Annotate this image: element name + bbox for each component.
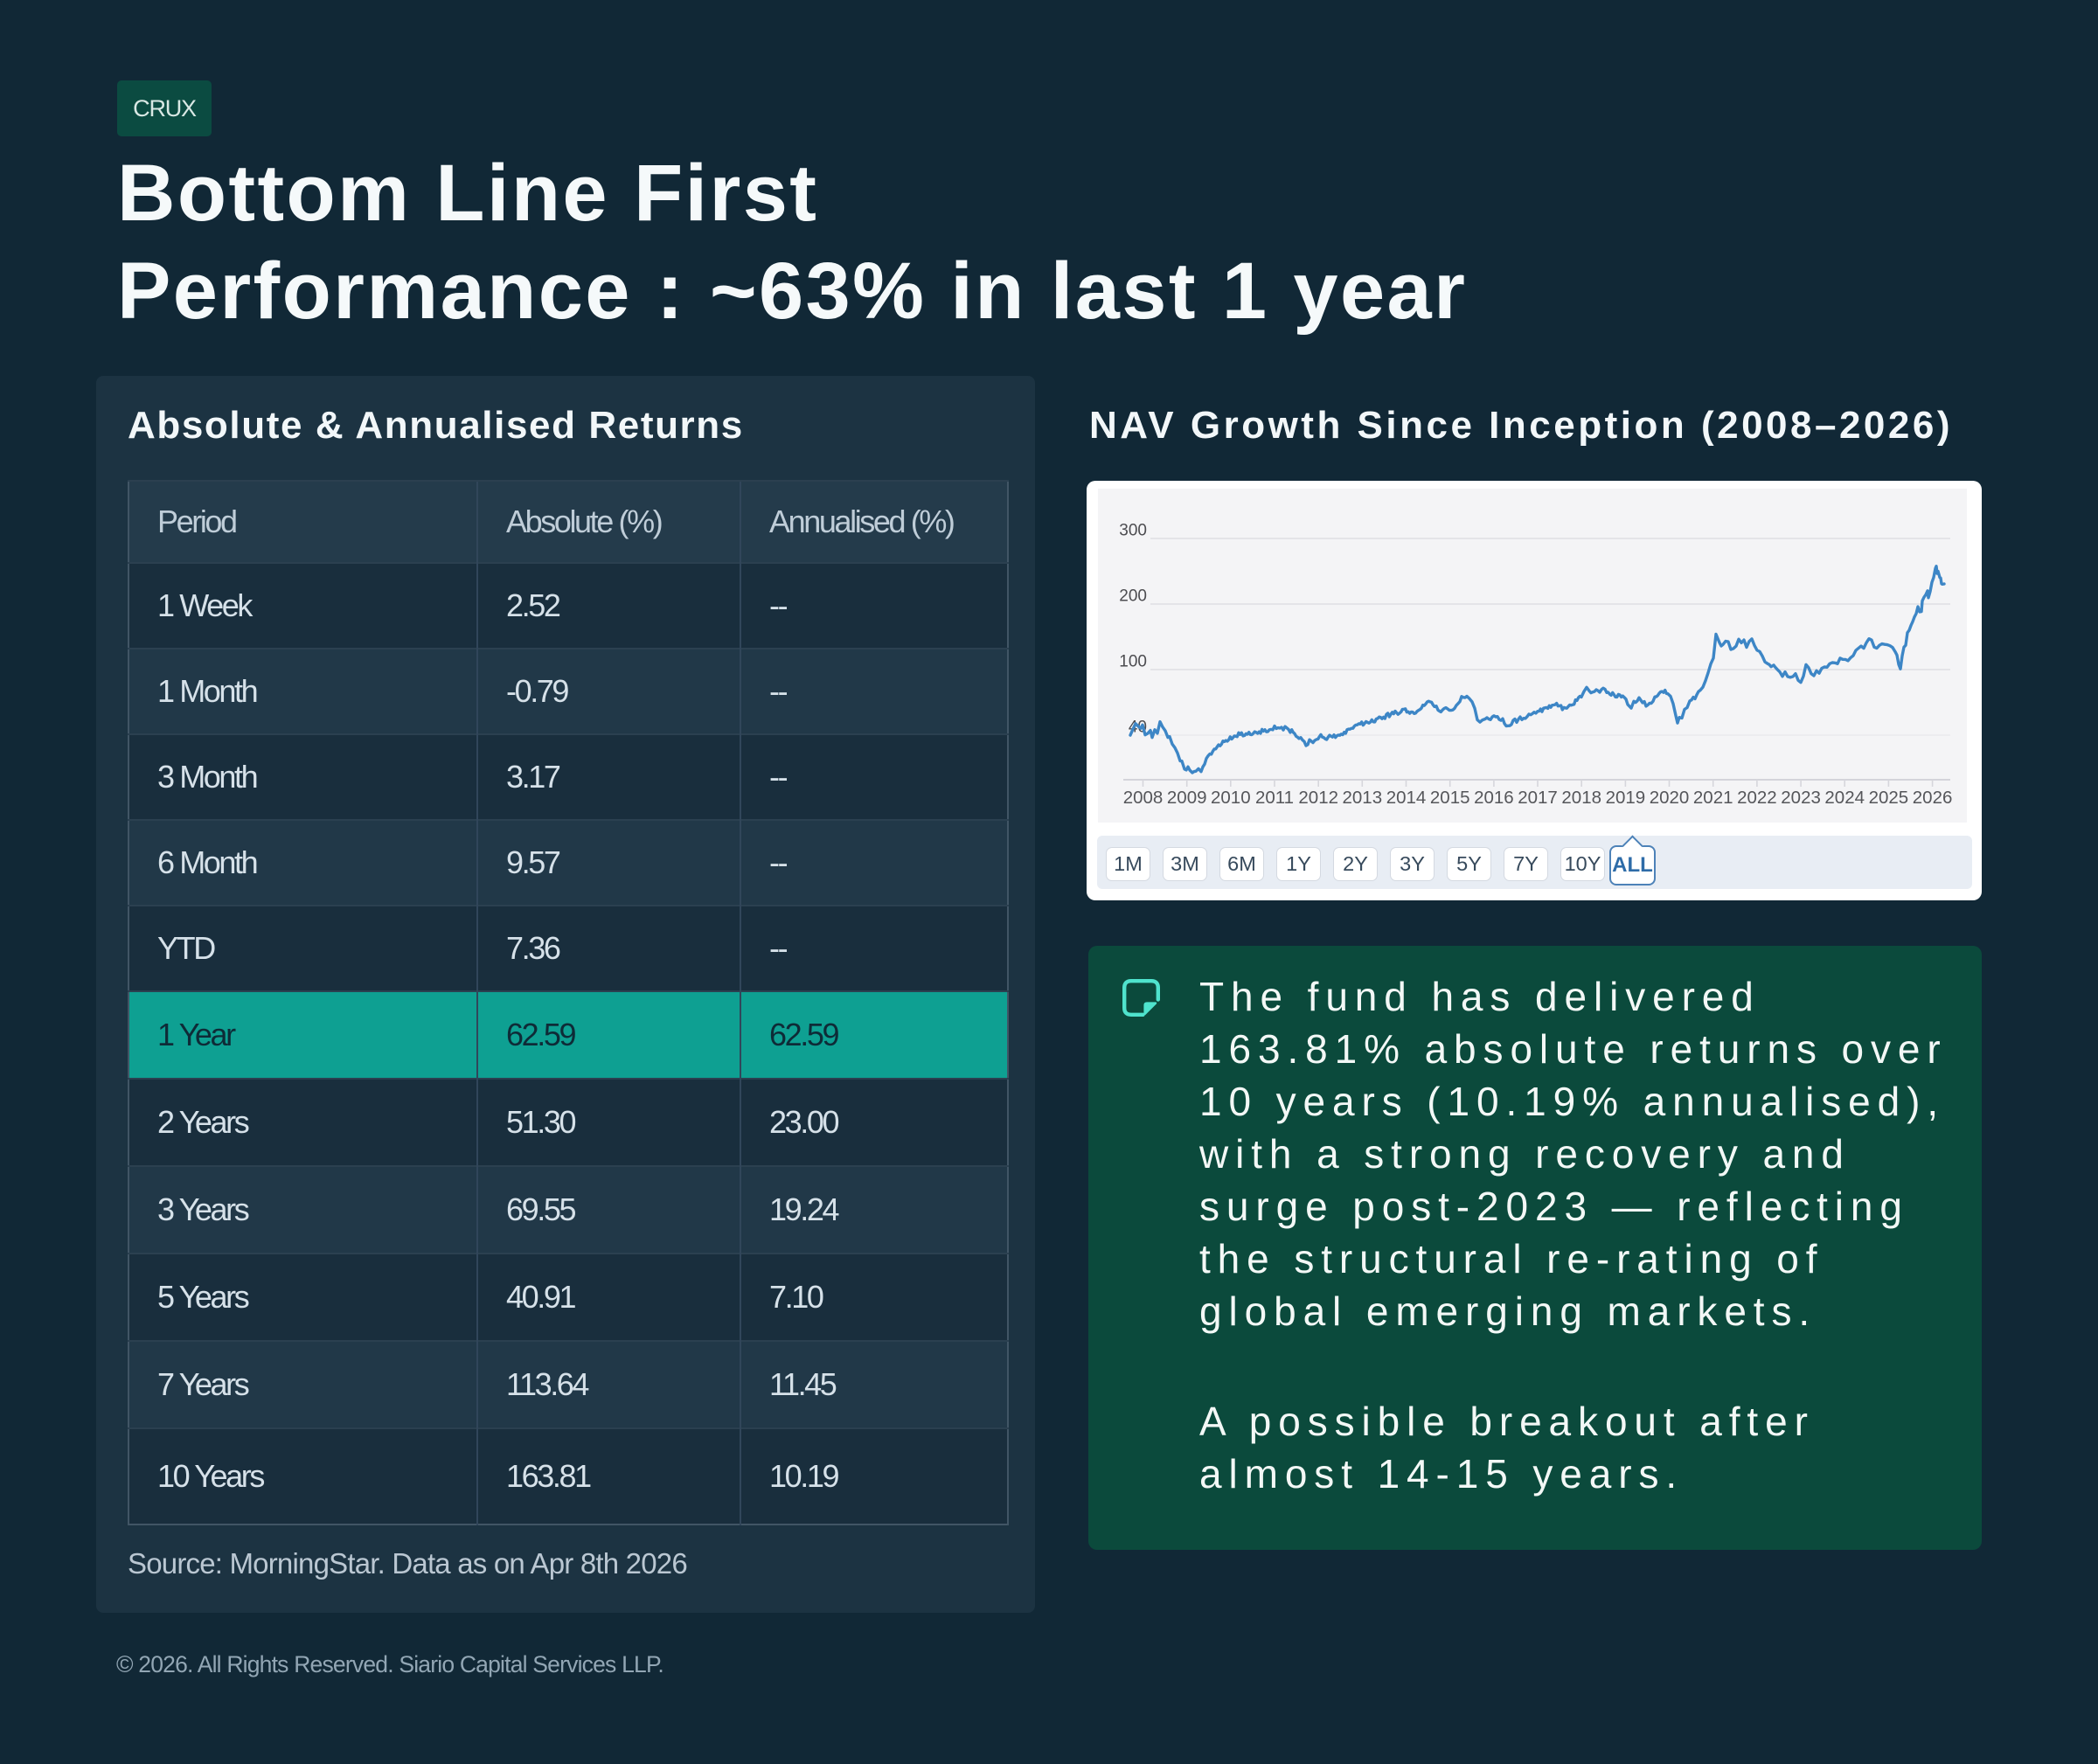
svg-text:100: 100	[1119, 653, 1147, 671]
svg-text:2019: 2019	[1606, 788, 1646, 808]
svg-text:2026: 2026	[1913, 788, 1953, 808]
svg-text:2015: 2015	[1430, 788, 1470, 808]
svg-text:2022: 2022	[1737, 788, 1777, 808]
svg-text:2009: 2009	[1167, 788, 1207, 808]
svg-text:2025: 2025	[1869, 788, 1909, 808]
svg-text:2010: 2010	[1211, 788, 1251, 808]
svg-text:2016: 2016	[1474, 788, 1514, 808]
svg-text:2017: 2017	[1518, 788, 1558, 808]
svg-text:2020: 2020	[1650, 788, 1690, 808]
svg-text:200: 200	[1119, 587, 1147, 606]
svg-text:2012: 2012	[1298, 788, 1338, 808]
svg-text:2023: 2023	[1781, 788, 1821, 808]
svg-text:2011: 2011	[1255, 788, 1294, 808]
svg-text:2024: 2024	[1824, 788, 1865, 808]
svg-text:300: 300	[1119, 522, 1147, 540]
svg-text:2014: 2014	[1386, 788, 1427, 808]
svg-text:2021: 2021	[1693, 788, 1733, 808]
svg-text:2013: 2013	[1342, 788, 1382, 808]
svg-text:2018: 2018	[1561, 788, 1601, 808]
svg-text:2008: 2008	[1123, 788, 1164, 808]
